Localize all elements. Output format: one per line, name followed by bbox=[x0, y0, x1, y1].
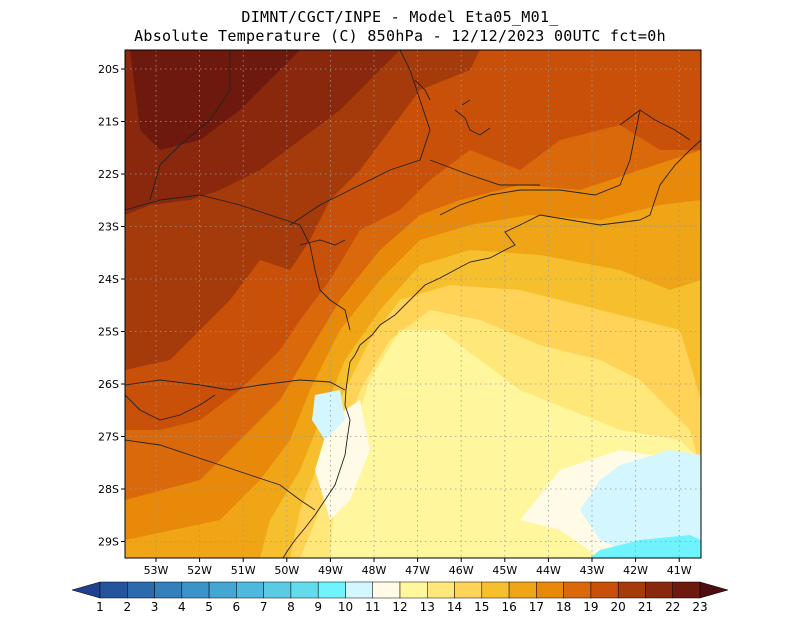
lat-label: 27S bbox=[98, 431, 119, 444]
grid-lines bbox=[125, 50, 701, 558]
field-t11b bbox=[312, 390, 345, 440]
colorbar-label: 16 bbox=[501, 600, 516, 614]
colorbar-box bbox=[345, 581, 373, 599]
lat-label: 29S bbox=[98, 536, 119, 549]
colorbar-box bbox=[290, 581, 319, 599]
colorbar-arrow-right bbox=[699, 581, 729, 599]
colorbar-box bbox=[536, 581, 564, 599]
lat-label: 28S bbox=[98, 483, 119, 496]
lon-label: 53W bbox=[144, 564, 169, 577]
longitude-labels: 53W 52W 51W 50W 49W 48W 47W 46W 45W 44W 43W 42W 41W bbox=[144, 558, 692, 577]
colorbar-box bbox=[99, 581, 128, 599]
coastline-and-borders bbox=[125, 50, 701, 558]
lon-label: 46W bbox=[449, 564, 474, 577]
lon-label: 44W bbox=[536, 564, 561, 577]
colorbar-label: 15 bbox=[474, 600, 489, 614]
lon-label: 43W bbox=[580, 564, 605, 577]
lon-label: 51W bbox=[231, 564, 256, 577]
lat-label: 21S bbox=[98, 116, 119, 129]
colorbar-box bbox=[154, 581, 183, 599]
chart-title-line1: DIMNT/CGCT/INPE - Model Eta05_M01_ bbox=[241, 8, 559, 26]
chart-title-line2: Absolute Temperature (C) 850hPa - 12/12/… bbox=[134, 27, 666, 45]
colorbar-label: 2 bbox=[123, 600, 131, 614]
latitude-labels: 20S 21S 22S 23S 24S 25S 26S 27S 28S 29S bbox=[98, 63, 125, 549]
lon-label: 45W bbox=[492, 564, 517, 577]
field-t23 bbox=[130, 50, 300, 150]
colorbar-label: 9 bbox=[314, 600, 322, 614]
colorbar-label: 8 bbox=[287, 600, 295, 614]
colorbar-label: 6 bbox=[233, 600, 241, 614]
colorbar-box bbox=[208, 581, 237, 599]
lon-label: 41W bbox=[667, 564, 692, 577]
lat-label: 23S bbox=[98, 221, 119, 234]
colorbar-label: 13 bbox=[420, 600, 435, 614]
lon-label: 48W bbox=[362, 564, 387, 577]
state-border-mg-rj bbox=[439, 109, 691, 216]
colorbar-label: 21 bbox=[638, 600, 653, 614]
colorbar-box bbox=[508, 581, 537, 599]
colorbar-box bbox=[127, 581, 155, 599]
lat-label: 24S bbox=[98, 273, 119, 286]
colorbar-box bbox=[563, 581, 592, 599]
state-border-west bbox=[125, 394, 216, 421]
colorbar-box bbox=[236, 581, 264, 599]
field-t10 bbox=[590, 535, 701, 558]
colorbar-box bbox=[481, 581, 510, 599]
colorbar-label: 19 bbox=[583, 600, 598, 614]
colorbar-box bbox=[617, 581, 646, 599]
field-t11 bbox=[580, 450, 701, 558]
colorbar-label: 17 bbox=[529, 600, 544, 614]
lon-label: 47W bbox=[405, 564, 430, 577]
colorbar-label: 22 bbox=[665, 600, 680, 614]
colorbar-label: 7 bbox=[260, 600, 268, 614]
colorbar-label: 1 bbox=[96, 600, 104, 614]
colorbar-label: 14 bbox=[447, 600, 462, 614]
lat-label: 22S bbox=[98, 168, 119, 181]
colorbar-label: 10 bbox=[338, 600, 353, 614]
colorbar-box bbox=[645, 581, 673, 599]
colorbar-label: 18 bbox=[556, 600, 571, 614]
colorbar-label: 23 bbox=[692, 600, 707, 614]
reservoir-furnas bbox=[414, 79, 491, 136]
state-border-sc-rs bbox=[125, 439, 316, 511]
colorbar-label: 5 bbox=[205, 600, 213, 614]
colorbar: 1 2 3 4 5 6 7 8 9 10 11 12 13 14 15 16 17 18 19 20 21 22 23 bbox=[71, 581, 729, 614]
lat-label: 25S bbox=[98, 326, 119, 339]
colorbar-label: 20 bbox=[611, 600, 626, 614]
colorbar-label: 3 bbox=[151, 600, 159, 614]
colorbar-arrow-left bbox=[71, 581, 101, 599]
colorbar-label: 12 bbox=[392, 600, 407, 614]
state-border-pr-sc bbox=[125, 379, 346, 391]
temperature-field bbox=[125, 50, 701, 558]
colorbar-label: 4 bbox=[178, 600, 186, 614]
lon-label: 49W bbox=[318, 564, 343, 577]
colorbar-box bbox=[454, 581, 483, 599]
map-frame bbox=[124, 49, 702, 559]
colorbar-box bbox=[427, 581, 455, 599]
lon-label: 52W bbox=[187, 564, 212, 577]
colorbar-box bbox=[399, 581, 428, 599]
lat-label: 26S bbox=[98, 378, 119, 391]
colorbar-box bbox=[672, 581, 701, 599]
colorbar-box bbox=[181, 581, 210, 599]
colorbar-box bbox=[317, 581, 346, 599]
colorbar-box bbox=[590, 581, 619, 599]
colorbar-box bbox=[372, 581, 401, 599]
state-border-sp-mg bbox=[289, 50, 540, 226]
river-paranapanema bbox=[299, 239, 346, 246]
colorbar-label: 11 bbox=[365, 600, 380, 614]
lon-label: 50W bbox=[274, 564, 299, 577]
lon-label: 42W bbox=[623, 564, 648, 577]
state-border-sp-pr bbox=[125, 194, 351, 331]
colorbar-box bbox=[263, 581, 292, 599]
coastline bbox=[282, 139, 701, 558]
state-border-ms-sp bbox=[149, 50, 231, 201]
lat-label: 20S bbox=[98, 63, 119, 76]
